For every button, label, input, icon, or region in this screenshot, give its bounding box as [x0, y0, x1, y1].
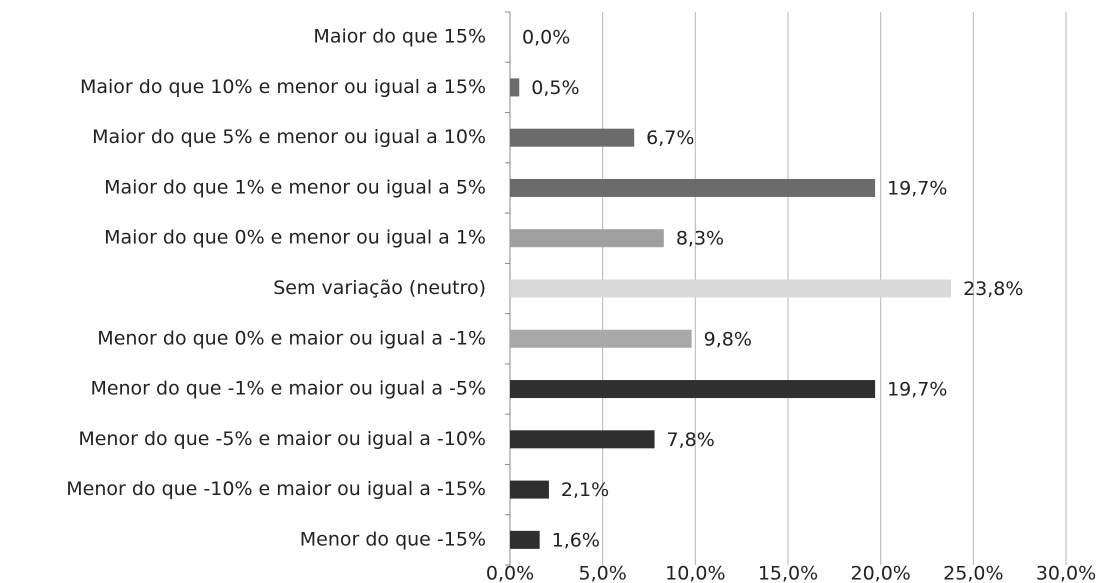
y-tick-label: Maior do que 10% e menor ou igual a 15% [80, 76, 486, 98]
value-label: 0,5% [531, 77, 579, 99]
value-label: 9,8% [704, 328, 752, 350]
bar [510, 128, 635, 147]
value-label: 8,3% [676, 228, 724, 250]
y-tick-label: Maior do que 0% e menor ou igual a 1% [104, 227, 486, 249]
bar [510, 279, 952, 298]
y-tick-label: Maior do que 5% e menor ou igual a 10% [92, 126, 486, 148]
y-tick-label: Sem variação (neutro) [273, 277, 486, 299]
x-tick-label: 20,0% [850, 563, 910, 583]
x-tick-label: 5,0% [579, 563, 627, 583]
value-label: 23,8% [963, 278, 1023, 300]
value-label: 7,8% [667, 429, 715, 451]
bar [510, 78, 520, 97]
bar [510, 380, 876, 399]
y-tick-label: Maior do que 1% e menor ou igual a 5% [104, 176, 486, 198]
y-tick-label: Menor do que -1% e maior ou igual a -5% [90, 378, 486, 400]
x-tick-label: 25,0% [943, 563, 1003, 583]
value-label: 2,1% [561, 479, 609, 501]
y-tick-label: Menor do que -15% [300, 528, 486, 550]
y-tick-label: Menor do que 0% e maior ou igual a -1% [97, 327, 486, 349]
x-tick-label: 0,0% [486, 563, 534, 583]
bar [510, 430, 655, 449]
bar [510, 480, 549, 499]
x-tick-label: 30,0% [1036, 563, 1096, 583]
y-tick-label: Menor do que -5% e maior ou igual a -10% [78, 428, 486, 450]
x-tick-label: 10,0% [665, 563, 725, 583]
value-label: 19,7% [887, 379, 947, 401]
value-label: 6,7% [646, 127, 694, 149]
x-tick-label: 15,0% [758, 563, 818, 583]
value-label: 1,6% [552, 529, 600, 551]
value-label: 19,7% [887, 177, 947, 199]
bar [510, 329, 692, 348]
y-tick-label: Menor do que -10% e maior ou igual a -15… [66, 478, 486, 500]
bar [510, 229, 664, 248]
bar [510, 530, 540, 549]
bar [510, 178, 876, 197]
y-tick-label: Maior do que 15% [313, 26, 486, 48]
value-label: 0,0% [522, 27, 570, 49]
